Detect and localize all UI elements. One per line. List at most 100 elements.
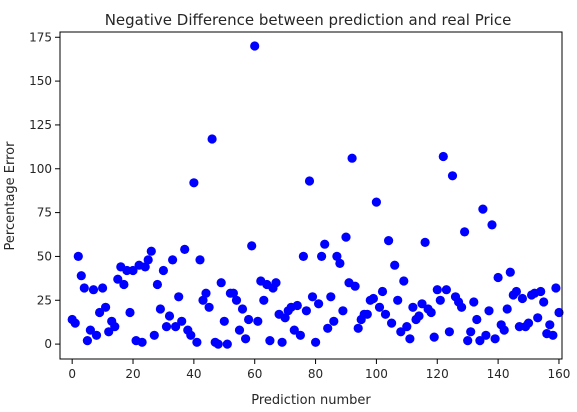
data-point [152,279,162,290]
data-point [320,239,330,249]
y-tick-label: 25 [37,293,52,307]
data-point [241,334,251,344]
data-point [374,302,385,312]
x-tick-label: 80 [308,367,323,381]
data-point [511,286,521,297]
data-point [171,322,181,332]
data-point [335,258,345,268]
data-point [362,309,372,319]
y-tick-label: 150 [29,74,52,88]
data-point [143,255,153,265]
data-point [380,309,391,319]
y-axis-label: Percentage Error [3,141,18,251]
data-point [307,292,318,302]
data-point [271,278,281,288]
data-point [393,295,403,305]
data-point [533,313,543,323]
data-point [469,297,479,307]
data-point [408,302,418,312]
data-point [231,295,242,305]
data-point [104,327,114,337]
data-point [216,278,226,288]
data-point [295,330,305,340]
data-point [98,283,108,293]
data-point [502,304,512,314]
data-point [311,337,321,347]
data-point [444,327,454,337]
data-point [405,334,415,344]
data-point [536,286,546,297]
data-point [523,318,534,328]
data-point [323,323,333,333]
data-point [82,336,92,346]
y-tick-label: 50 [37,249,52,263]
data-point [88,285,99,295]
data-point [490,334,500,344]
x-tick-label: 100 [365,367,388,381]
data-point [396,327,406,337]
x-tick-label: 140 [487,367,510,381]
data-point [289,325,299,335]
data-point [177,316,187,326]
data-point [499,325,509,335]
data-point [234,325,245,335]
x-tick-label: 40 [186,367,201,381]
x-tick-label: 20 [125,367,140,381]
data-point [250,41,260,51]
data-point [207,134,217,144]
data-point [472,314,482,325]
x-tick-label: 120 [426,367,449,381]
x-axis: 0 20 40 60 80 100 120 140 160 [68,359,570,381]
data-point [368,293,378,304]
data-point [137,337,147,347]
data-point [292,300,302,311]
data-point [110,322,120,332]
data-point [79,283,89,293]
data-point [113,274,123,284]
data-point [338,306,348,316]
data-point [85,325,95,335]
y-tick-label: 0 [44,337,52,351]
data-point [517,293,528,304]
data-point [228,288,238,298]
data-point [353,323,363,333]
data-point [125,307,135,318]
data-point [551,283,561,293]
data-point [174,292,184,302]
data-point [213,339,223,349]
x-tick-label: 0 [68,367,76,381]
y-tick-label: 175 [29,30,52,44]
x-tick-label: 160 [548,367,571,381]
data-point [463,336,473,346]
data-point [222,339,232,349]
data-point [414,311,424,321]
data-point [253,316,263,326]
data-point [390,260,400,270]
data-point [493,272,503,283]
data-point [259,295,269,305]
data-point [201,288,211,298]
data-point [95,307,105,318]
data-point [265,336,275,346]
data-point [164,311,175,321]
data-point [505,267,515,277]
data-point [140,262,150,272]
data-point [420,237,430,247]
chart-title: Negative Difference between prediction a… [105,11,512,29]
data-point [387,318,397,328]
y-tick-label: 125 [29,118,52,132]
data-point [447,171,458,181]
data-point [478,204,488,214]
x-tick-label: 60 [247,367,262,381]
data-point [168,255,178,265]
data-point [377,286,388,297]
data-point [91,330,102,340]
data-point [280,313,290,323]
data-point [146,246,156,256]
data-point [350,281,360,291]
data-point [371,197,381,207]
data-point [237,304,248,314]
data-point [76,271,86,281]
data-point [475,336,485,346]
